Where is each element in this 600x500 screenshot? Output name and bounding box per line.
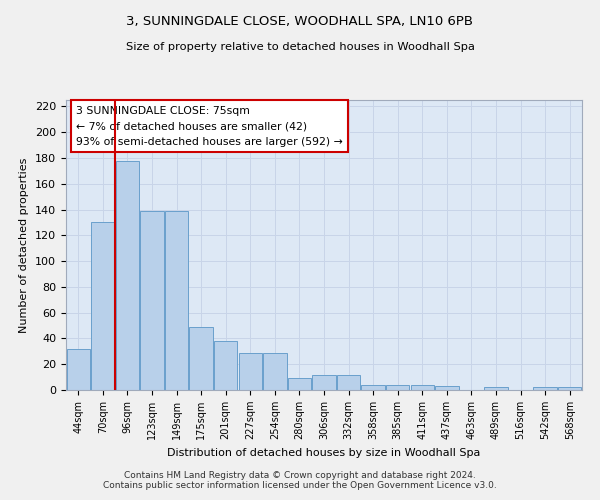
Text: Size of property relative to detached houses in Woodhall Spa: Size of property relative to detached ho…	[125, 42, 475, 52]
Bar	[91, 222, 115, 390]
Bar	[288, 378, 311, 390]
Text: 3 SUNNINGDALE CLOSE: 75sqm
← 7% of detached houses are smaller (42)
93% of semi-: 3 SUNNINGDALE CLOSE: 75sqm ← 7% of detac…	[76, 106, 343, 147]
Bar	[533, 388, 557, 390]
Bar	[165, 211, 188, 390]
X-axis label: Distribution of detached houses by size in Woodhall Spa: Distribution of detached houses by size …	[167, 448, 481, 458]
Bar	[116, 160, 139, 390]
Y-axis label: Number of detached properties: Number of detached properties	[19, 158, 29, 332]
Bar	[558, 388, 581, 390]
Bar	[67, 349, 90, 390]
Bar	[484, 388, 508, 390]
Bar	[263, 352, 287, 390]
Bar	[239, 352, 262, 390]
Bar	[313, 374, 335, 390]
Bar	[214, 341, 238, 390]
Bar	[337, 374, 360, 390]
Bar	[361, 385, 385, 390]
Bar	[410, 385, 434, 390]
Bar	[386, 385, 409, 390]
Text: 3, SUNNINGDALE CLOSE, WOODHALL SPA, LN10 6PB: 3, SUNNINGDALE CLOSE, WOODHALL SPA, LN10…	[127, 15, 473, 28]
Text: Contains HM Land Registry data © Crown copyright and database right 2024.
Contai: Contains HM Land Registry data © Crown c…	[103, 470, 497, 490]
Bar	[190, 327, 213, 390]
Bar	[435, 386, 458, 390]
Bar	[140, 211, 164, 390]
